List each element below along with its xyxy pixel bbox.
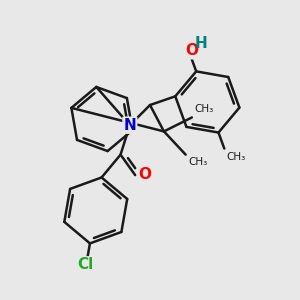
Text: CH₃: CH₃ [194, 104, 214, 114]
Text: N: N [124, 118, 136, 133]
Text: CH₃: CH₃ [227, 152, 246, 162]
Text: Cl: Cl [77, 257, 93, 272]
Text: O: O [185, 43, 198, 58]
Text: O: O [138, 167, 151, 182]
Text: CH₃: CH₃ [188, 157, 207, 167]
Text: H: H [194, 36, 207, 51]
